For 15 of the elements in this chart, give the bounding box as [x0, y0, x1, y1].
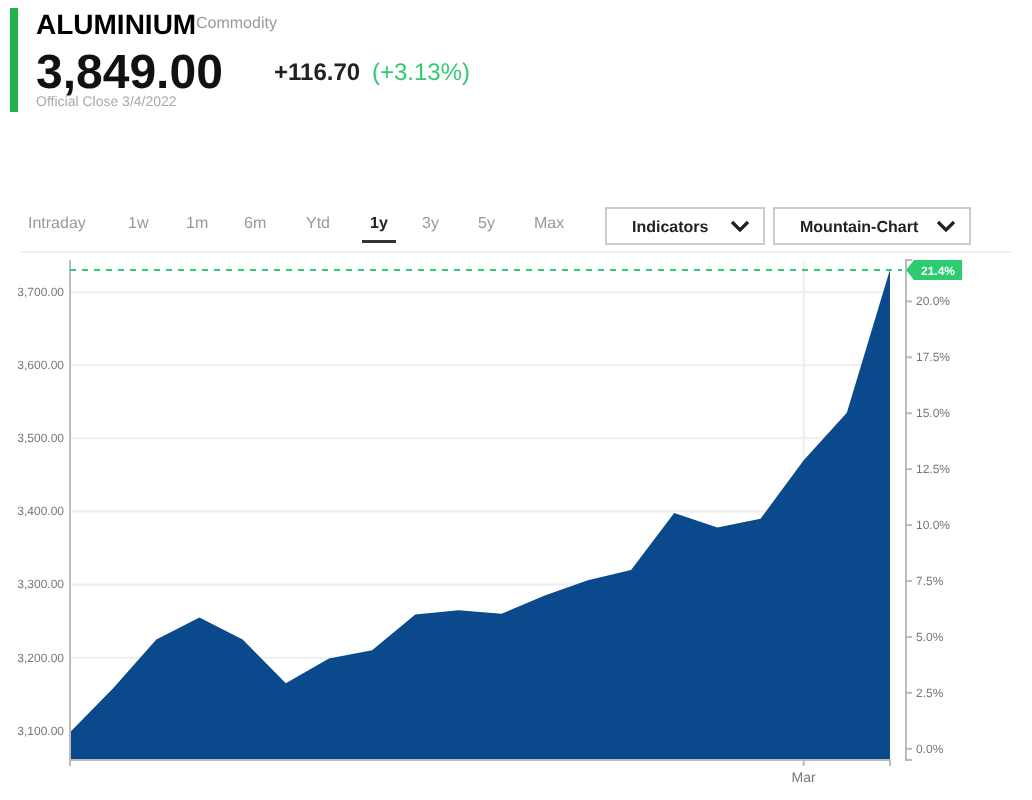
text: +116.70 — [274, 58, 361, 86]
text: Ytd — [306, 214, 331, 232]
chart-subtitle: Commodity — [196, 14, 277, 32]
text: Max — [534, 214, 565, 232]
text: Intraday — [28, 214, 86, 232]
text: 5y — [478, 214, 495, 232]
text: 6m — [244, 214, 267, 232]
text: 3y — [422, 214, 439, 232]
text: 1y — [370, 214, 389, 232]
chart-title: ALUMINIUM — [36, 8, 197, 40]
text: (+3.13%) — [372, 58, 471, 86]
text: Mountain-Chart — [800, 218, 919, 236]
text: Indicators — [632, 218, 710, 236]
text: 1w — [128, 214, 149, 232]
text: 1m — [186, 214, 209, 232]
